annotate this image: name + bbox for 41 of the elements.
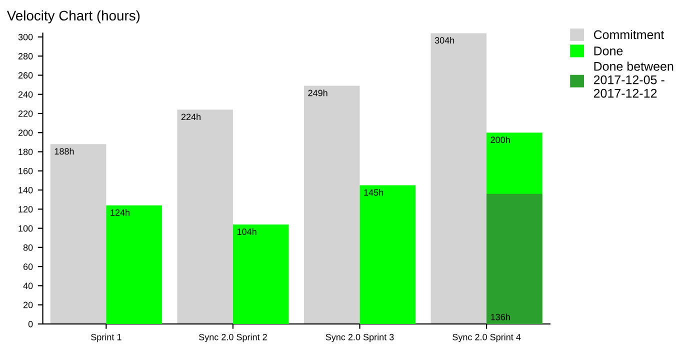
legend-label: Done between 2017-12-05 - 2017-12-12 (594, 62, 674, 98)
x-tick-label: Sync 2.0 Sprint 3 (326, 334, 394, 342)
y-tick-label: 0 (28, 320, 33, 328)
bar (50, 144, 106, 324)
bar (177, 110, 233, 324)
bar (304, 86, 360, 324)
x-tick-label: Sync 2.0 Sprint 4 (452, 334, 521, 342)
bar (106, 205, 162, 324)
data-label: 188h (54, 148, 74, 155)
bar (486, 194, 542, 324)
data-label: 136h (491, 314, 510, 320)
data-label: 224h (181, 113, 200, 120)
data-label: 200h (490, 136, 510, 144)
data-label: 304h (434, 36, 454, 44)
y-tick-label: 60 (23, 264, 33, 270)
y-tick-label: 300 (18, 34, 33, 40)
x-tick-label: Sprint 1 (91, 334, 122, 342)
bar (360, 185, 416, 324)
legend-label: Commitment (594, 30, 664, 40)
data-label: 124h (110, 209, 130, 216)
y-tick-label: 40 (23, 282, 33, 290)
data-label: 249h (308, 90, 328, 96)
data-label: 145h (364, 189, 384, 196)
x-tick-label: Sync 2.0 Sprint 2 (199, 334, 267, 342)
y-tick-label: 220 (18, 110, 33, 117)
legend-label: Done (594, 46, 623, 56)
y-tick-label: 120 (18, 206, 33, 213)
y-tick-label: 140 (18, 186, 33, 194)
data-label: 104h (237, 228, 256, 235)
y-tick-label: 100 (18, 225, 33, 232)
y-tick-label: 20 (23, 302, 33, 308)
bar (430, 33, 487, 324)
y-tick-label: 260 (18, 72, 33, 79)
y-tick-label: 240 (18, 91, 33, 98)
y-tick-label: 160 (18, 168, 33, 174)
y-tick-label: 80 (23, 244, 33, 251)
y-tick-label: 180 (18, 148, 33, 156)
y-tick-label: 280 (18, 53, 33, 60)
chart-title: Velocity Chart (hours) (6, 10, 140, 24)
bar (232, 224, 289, 324)
y-tick-label: 200 (18, 130, 33, 136)
